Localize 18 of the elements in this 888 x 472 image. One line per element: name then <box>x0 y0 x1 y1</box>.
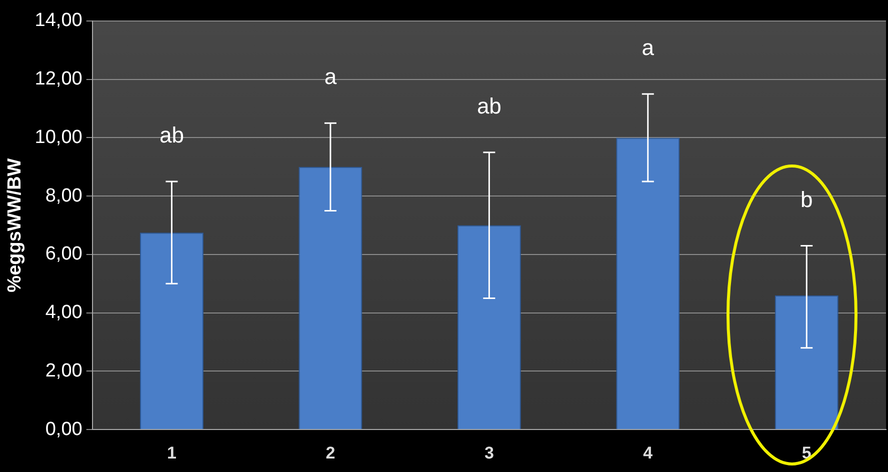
x-tick-label: 4 <box>643 443 654 462</box>
y-axis-title: %eggsWW/BW <box>4 158 26 292</box>
y-tick-label: 12,00 <box>34 68 82 90</box>
y-tick-label: 2,00 <box>45 360 82 382</box>
x-tick-label: 3 <box>484 443 494 462</box>
y-tick-label: 8,00 <box>45 185 82 206</box>
y-tick-label: 0,00 <box>45 418 82 440</box>
y-tick-label: 14,00 <box>34 10 82 32</box>
annotation: a <box>642 35 655 60</box>
x-tick-label: 2 <box>326 443 336 462</box>
y-tick-label: 4,00 <box>45 302 82 324</box>
annotation: b <box>800 186 813 212</box>
x-tick-label: 1 <box>166 443 176 462</box>
annotation: ab <box>476 93 502 118</box>
annotation: ab <box>159 122 184 148</box>
annotation: a <box>324 64 338 90</box>
y-tick-label: 10,00 <box>34 126 82 148</box>
y-tick-label: 6,00 <box>45 244 82 265</box>
